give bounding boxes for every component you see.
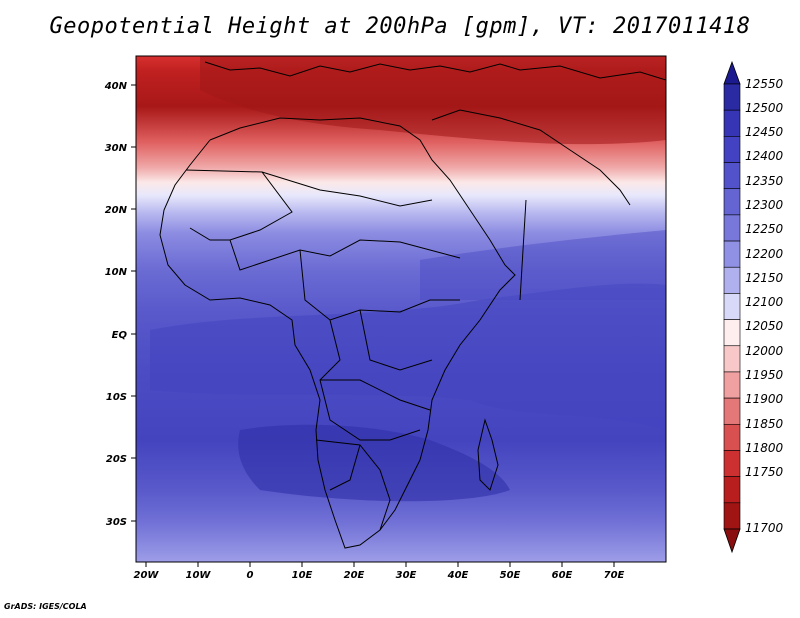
colorbar-swatch: [723, 188, 741, 216]
colorbar-label: 12450: [745, 125, 784, 139]
map-title: Geopotential Height at 200hPa [gpm], VT:…: [49, 14, 751, 39]
colorbar-label: 11800: [745, 441, 784, 455]
credit-text: GrADS: IGES/COLA: [4, 602, 87, 611]
colorbar-swatch: [723, 319, 741, 347]
colorbar-label: 12250: [745, 222, 784, 236]
colorbar-swatch: [723, 423, 741, 451]
lon-tick-label: 10E: [292, 570, 313, 581]
colorbar-label: 11850: [745, 417, 784, 431]
lat-tick-label: 30N: [105, 143, 128, 154]
colorbar-swatch: [723, 214, 741, 242]
colorbar-bottom-arrow: [723, 528, 741, 554]
colorbar-label: 11900: [745, 392, 784, 406]
colorbar-label: 11750: [745, 465, 784, 479]
colorbar-swatch: [723, 371, 741, 399]
lat-tick-label: 20N: [105, 205, 128, 216]
colorbar-label: 11700: [745, 521, 784, 535]
lon-tick-label: 40E: [447, 570, 469, 581]
colorbar-label: 12350: [745, 174, 784, 188]
lon-tick-label: 70E: [604, 570, 625, 581]
colorbar-label: 12000: [745, 344, 784, 358]
lon-tick-label: 50E: [500, 570, 521, 581]
lon-tick-label: 0: [247, 570, 254, 581]
colorbar-label: 12400: [745, 149, 784, 163]
colorbar-label: 12300: [745, 198, 784, 212]
lat-axis: 40N 30N 20N 10N EQ 10S 20S 30S: [104, 81, 136, 528]
colorbar-swatch: [723, 476, 741, 504]
colorbar-label: 12200: [745, 247, 784, 261]
colorbar-swatch: [723, 345, 741, 373]
colorbar-swatch: [723, 450, 741, 477]
colorbar-swatch: [723, 502, 741, 530]
colorbar-swatch: [723, 240, 741, 268]
colorbar-swatch: [723, 266, 741, 294]
lon-tick-label: 60E: [552, 570, 573, 581]
colorbar-swatch: [723, 293, 741, 320]
lat-tick-label: 40N: [104, 81, 128, 92]
lon-tick-label: 20E: [344, 570, 365, 581]
colorbar-label: 12150: [745, 271, 784, 285]
colorbar-label: 12100: [745, 295, 784, 309]
country-borders: [159, 61, 666, 549]
lon-tick-label: 30E: [396, 570, 417, 581]
lon-tick-label: 10W: [186, 570, 212, 581]
colorbar-label: 11950: [745, 368, 784, 382]
colorbar-swatch: [723, 83, 741, 111]
contour-field: [136, 56, 666, 562]
colorbar-top-arrow: [723, 60, 741, 85]
lon-tick-label: 20W: [134, 570, 160, 581]
colorbar-label: 12550: [745, 77, 784, 91]
colorbar-swatch: [723, 109, 741, 137]
lat-tick-label: EQ: [112, 330, 128, 341]
lat-tick-label: 20S: [106, 454, 127, 465]
colorbar-swatch: [723, 162, 741, 190]
colorbar-swatch: [723, 136, 741, 163]
colorbar-label: 12050: [745, 319, 784, 333]
colorbar-label: 12500: [745, 101, 784, 115]
colorbar-swatch: [723, 397, 741, 425]
lat-tick-label: 10S: [106, 392, 127, 403]
lon-axis: 20W 10W 0 10E 20E 30E 40E 50E 60E 70E: [134, 562, 625, 581]
lat-tick-label: 10N: [105, 267, 128, 278]
colorbar: 12550 12500 12450 12400 12350 12300 1225…: [723, 60, 784, 554]
plot-frame: [135, 55, 667, 563]
lat-tick-label: 30S: [106, 517, 127, 528]
